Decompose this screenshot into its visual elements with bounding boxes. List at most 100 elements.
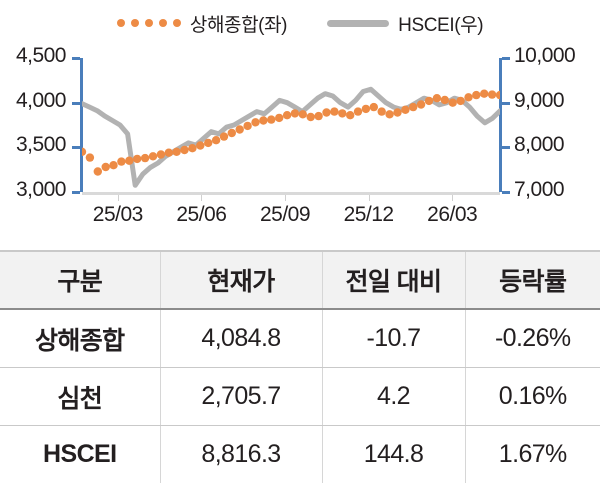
y-axis-label-right: 9,000: [514, 89, 564, 113]
data-point: [385, 110, 393, 118]
column-header-price: 현재가: [160, 251, 322, 309]
x-axis-label: 25/06: [176, 203, 226, 227]
cell-price-hscei: 8,816.3: [160, 426, 322, 483]
x-axis-tick: [201, 195, 202, 201]
table-row: HSCEI 8,816.3 144.8 1.67%: [0, 426, 600, 483]
x-axis-tick: [118, 195, 119, 201]
y-axis-tick-left: [72, 146, 80, 149]
data-point: [82, 148, 86, 156]
data-point: [433, 94, 441, 102]
y-axis-label-left: 4,500: [16, 44, 66, 68]
data-point: [109, 161, 117, 169]
y-axis-label-right: 8,000: [514, 133, 564, 157]
data-point: [307, 113, 315, 121]
table-row: 상해종합 4,084.8 -10.7 -0.26%: [0, 309, 600, 368]
legend-item-shanghai: 상해종합(좌): [117, 10, 287, 37]
data-point: [480, 90, 488, 98]
data-point: [102, 163, 110, 171]
data-point: [346, 111, 354, 119]
table-header-row: 구분 현재가 전일 대비 등락률: [0, 251, 600, 309]
chart-legend: 상해종합(좌) HSCEI(우): [0, 0, 600, 46]
index-summary-table: 구분 현재가 전일 대비 등락률 상해종합 4,084.8 -10.7 -0.2…: [0, 250, 600, 483]
hscei-series-line: [82, 89, 500, 185]
data-point: [291, 109, 299, 117]
data-point: [338, 109, 346, 117]
row-label-shenzhen: 심천: [0, 368, 160, 426]
y-axis-label-left: 4,000: [16, 89, 66, 113]
data-point: [125, 157, 133, 165]
x-axis-label: 25/03: [93, 203, 143, 227]
data-point: [141, 154, 149, 162]
x-axis-baseline: [82, 192, 500, 195]
row-label-hscei: HSCEI: [0, 426, 160, 483]
column-header-category: 구분: [0, 251, 160, 309]
data-point: [157, 150, 165, 158]
data-point: [283, 111, 291, 119]
data-point: [456, 97, 464, 105]
data-point: [417, 100, 425, 108]
data-point: [180, 146, 188, 154]
column-header-change: 전일 대비: [322, 251, 465, 309]
y-axis-tick-right: [502, 191, 510, 194]
data-point: [488, 90, 496, 98]
legend-item-hscei: HSCEI(우): [327, 10, 483, 37]
x-axis-label: 26/03: [427, 203, 477, 227]
y-axis-tick-right: [502, 102, 510, 105]
data-point: [212, 136, 220, 144]
cell-rate-hscei: 1.67%: [465, 426, 600, 483]
data-point: [165, 149, 173, 157]
cell-price-shanghai: 4,084.8: [160, 309, 322, 368]
data-point: [464, 93, 472, 101]
x-axis-tick: [369, 195, 370, 201]
data-point: [275, 114, 283, 122]
cell-change-shanghai: -10.7: [322, 309, 465, 368]
data-point: [354, 107, 362, 115]
data-point: [496, 91, 500, 99]
x-axis-label: 25/12: [344, 203, 394, 227]
data-point: [196, 141, 204, 149]
y-axis-label-right: 7,000: [514, 178, 564, 202]
data-point: [259, 116, 267, 124]
cell-rate-shanghai: -0.26%: [465, 309, 600, 368]
data-point: [133, 155, 141, 163]
data-point: [94, 167, 102, 175]
y-axis-tick-right: [502, 146, 510, 149]
cell-change-hscei: 144.8: [322, 426, 465, 483]
row-label-shanghai: 상해종합: [0, 309, 160, 368]
data-point: [378, 107, 386, 115]
data-point: [267, 115, 275, 123]
solid-line-icon: [327, 20, 389, 27]
data-point: [86, 153, 94, 161]
legend-label-shanghai: 상해종합(좌): [190, 10, 287, 37]
data-point: [393, 108, 401, 116]
y-axis-tick-left: [72, 57, 80, 60]
column-header-rate: 등락률: [465, 251, 600, 309]
y-axis-label-left: 3,000: [16, 178, 66, 202]
data-point: [472, 91, 480, 99]
x-axis-label: 25/09: [260, 203, 310, 227]
data-point: [236, 125, 244, 133]
data-point: [220, 132, 228, 140]
data-point: [362, 105, 370, 113]
data-point: [243, 122, 251, 130]
legend-label-hscei: HSCEI(우): [398, 10, 483, 37]
data-point: [251, 118, 259, 126]
data-point: [188, 144, 196, 152]
y-axis-tick-left: [72, 191, 80, 194]
y-axis-tick-left: [72, 102, 80, 105]
x-axis-tick: [285, 195, 286, 201]
data-point: [425, 97, 433, 105]
data-point: [149, 152, 157, 160]
y-axis-tick-right: [502, 57, 510, 60]
data-point: [401, 106, 409, 114]
x-axis-tick: [452, 195, 453, 201]
y-axis-label-left: 3,500: [16, 133, 66, 157]
data-point: [299, 110, 307, 118]
dotted-line-icon: [117, 19, 181, 27]
data-point: [322, 108, 330, 116]
data-point: [204, 139, 212, 147]
cell-price-shenzhen: 2,705.7: [160, 368, 322, 426]
table-row: 심천 2,705.7 4.2 0.16%: [0, 368, 600, 426]
data-point: [441, 96, 449, 104]
